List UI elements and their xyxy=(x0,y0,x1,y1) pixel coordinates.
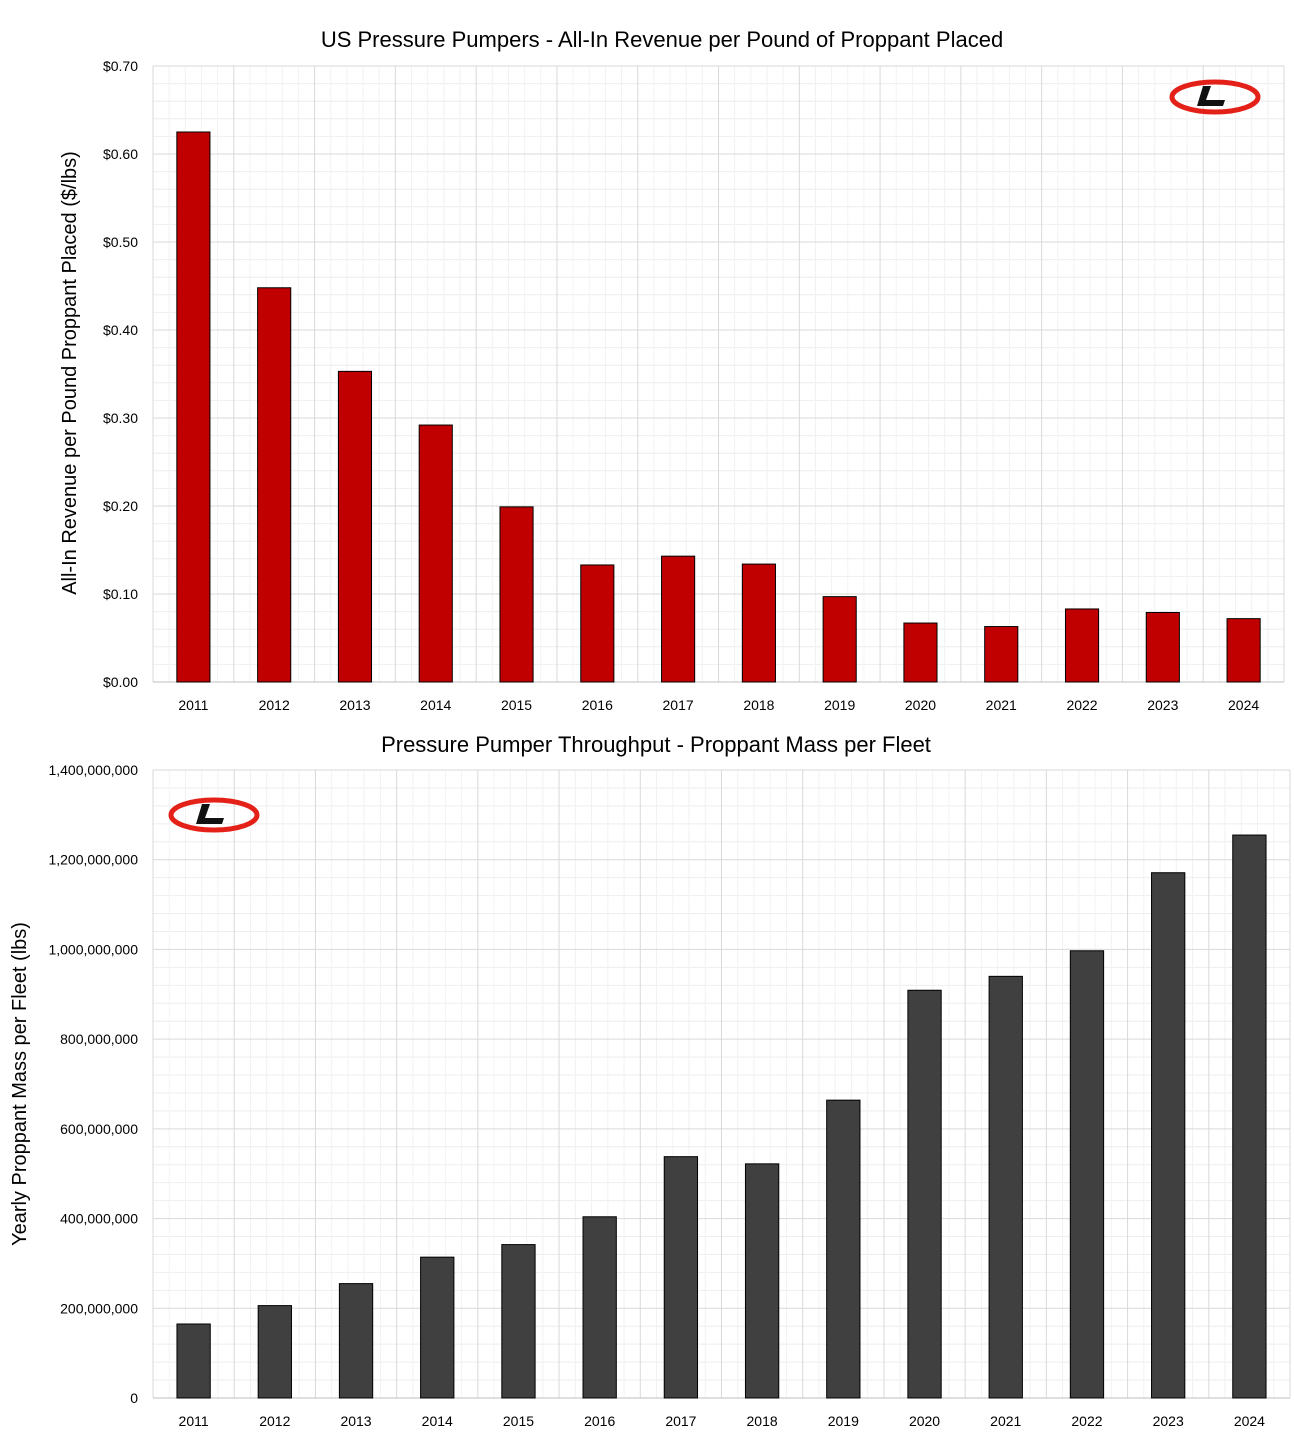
bar-2014 xyxy=(418,424,453,683)
x-tick-label: 2016 xyxy=(582,697,613,713)
bar-2020 xyxy=(903,622,938,683)
bar-2020 xyxy=(907,989,942,1399)
x-tick-label: 2012 xyxy=(259,1413,290,1429)
x-tick-label: 2024 xyxy=(1228,697,1259,713)
y-tick-label: $0.60 xyxy=(103,146,138,162)
bar-2022 xyxy=(1069,950,1105,1399)
proppant-chart-svg: Pressure Pumper Throughput - Proppant Ma… xyxy=(9,732,1291,1429)
x-tick-label: 2013 xyxy=(340,1413,371,1429)
bar-2016 xyxy=(580,564,615,683)
x-tick-label: 2014 xyxy=(420,697,451,713)
x-tick-label: 2017 xyxy=(663,697,694,713)
bar-2013 xyxy=(337,370,373,683)
y-tick-label: 1,000,000,000 xyxy=(48,941,138,957)
y-tick-label: 200,000,000 xyxy=(60,1300,138,1316)
x-tick-label: 2011 xyxy=(178,697,208,713)
bar-2013 xyxy=(338,1283,374,1399)
proppant-mass-chart: Pressure Pumper Throughput - Proppant Ma… xyxy=(0,720,1294,1440)
bar-2024 xyxy=(1226,618,1261,683)
y-tick-label: 0 xyxy=(130,1390,138,1406)
x-tick-label: 2015 xyxy=(501,697,532,713)
bar-2019 xyxy=(826,1099,861,1399)
bar-2012 xyxy=(257,1305,292,1399)
bar-2017 xyxy=(661,555,696,683)
bar-2019 xyxy=(822,596,857,683)
y-tick-label: 400,000,000 xyxy=(60,1211,138,1227)
bar-2011 xyxy=(176,131,211,683)
bars xyxy=(176,131,1261,683)
gridlines xyxy=(152,65,1285,683)
x-tick-label: 2014 xyxy=(422,1413,453,1429)
x-tick-label: 2021 xyxy=(990,1413,1021,1429)
x-tick-labels: 2011 2012 2013 2014 2015 2016 2017 2018 2019 2020… xyxy=(178,697,1259,713)
bar-2024 xyxy=(1232,834,1267,1399)
y-axis-title: All-In Revenue per Pound Proppant Placed… xyxy=(59,151,81,595)
x-tick-label: 2018 xyxy=(743,697,774,713)
x-tick-label: 2020 xyxy=(905,697,936,713)
x-tick-label: 2019 xyxy=(828,1413,859,1429)
x-tick-label: 2023 xyxy=(1153,1413,1184,1429)
y-tick-label: $0.50 xyxy=(103,234,138,250)
gridlines xyxy=(152,769,1291,1399)
x-tick-label: 2018 xyxy=(747,1413,778,1429)
x-tick-labels: 2011 2012 2013 2014 2015 2016 2017 2018 2019 2020… xyxy=(179,1413,1266,1429)
x-tick-label: 2016 xyxy=(584,1413,615,1429)
chart-title: Pressure Pumper Throughput - Proppant Ma… xyxy=(381,732,931,757)
bar-2021 xyxy=(988,975,1023,1399)
bar-2017 xyxy=(663,1156,699,1399)
chart-title: US Pressure Pumpers - All-In Revenue per… xyxy=(321,27,1003,52)
x-tick-label: 2013 xyxy=(339,697,370,713)
y-axis-title: Yearly Proppant Mass per Fleet (lbs) xyxy=(9,922,31,1246)
bar-2014 xyxy=(420,1256,455,1399)
y-tick-label: $0.20 xyxy=(103,498,138,514)
x-tick-label: 2023 xyxy=(1147,697,1178,713)
x-tick-label: 2021 xyxy=(986,697,1017,713)
bar-2018 xyxy=(741,563,776,683)
bar-2012 xyxy=(257,287,292,683)
bar-2016 xyxy=(582,1216,617,1399)
y-tick-label: 800,000,000 xyxy=(60,1031,138,1047)
bar-2015 xyxy=(499,506,534,683)
y-tick-label: 1,400,000,000 xyxy=(48,762,138,778)
y-tick-labels: 0 200,000,000 400,000,000 600,000,000 800,00… xyxy=(48,762,138,1406)
x-tick-label: 2019 xyxy=(824,697,855,713)
y-tick-label: $0.30 xyxy=(103,410,138,426)
y-tick-labels: $0.00 $0.10 $0.20 $0.30 $0.40 $0.50 $0.60 $0.70 xyxy=(103,58,138,690)
x-tick-label: 2017 xyxy=(665,1413,696,1429)
bar-2018 xyxy=(744,1163,780,1399)
y-tick-label: $0.00 xyxy=(103,674,138,690)
revenue-chart-svg: US Pressure Pumpers - All-In Revenue per… xyxy=(59,27,1285,713)
x-tick-label: 2011 xyxy=(179,1413,209,1429)
bars xyxy=(176,834,1267,1399)
x-tick-label: 2022 xyxy=(1066,697,1097,713)
bar-2022 xyxy=(1064,608,1100,683)
revenue-per-pound-chart: US Pressure Pumpers - All-In Revenue per… xyxy=(0,0,1294,720)
y-tick-label: 1,200,000,000 xyxy=(48,852,138,868)
y-tick-label: $0.40 xyxy=(103,322,138,338)
bar-2011 xyxy=(176,1323,211,1399)
x-tick-label: 2024 xyxy=(1234,1413,1265,1429)
bar-2021 xyxy=(984,626,1019,683)
company-logo-icon xyxy=(1169,79,1261,115)
bar-2023 xyxy=(1151,872,1186,1399)
x-tick-label: 2022 xyxy=(1071,1413,1102,1429)
y-tick-label: $0.70 xyxy=(103,58,138,74)
x-tick-label: 2015 xyxy=(503,1413,534,1429)
bar-2023 xyxy=(1145,611,1180,683)
y-tick-label: $0.10 xyxy=(103,586,138,602)
company-logo-icon xyxy=(168,797,260,833)
bar-2015 xyxy=(501,1244,536,1399)
x-tick-label: 2012 xyxy=(259,697,290,713)
x-tick-label: 2020 xyxy=(909,1413,940,1429)
y-tick-label: 600,000,000 xyxy=(60,1121,138,1137)
